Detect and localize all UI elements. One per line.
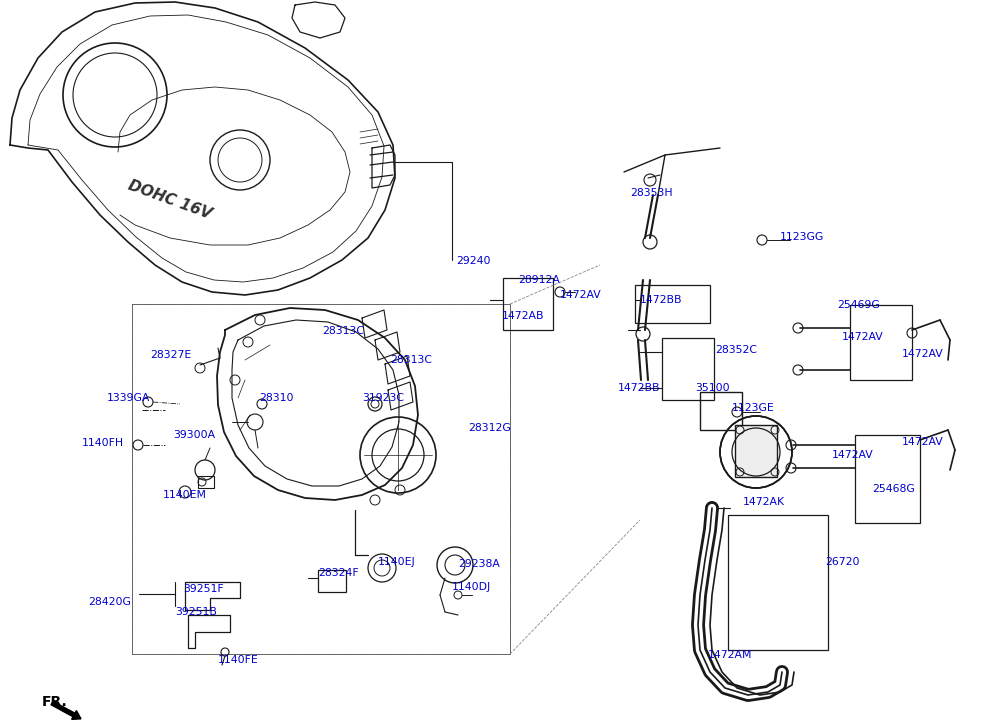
Text: 1472AV: 1472AV (832, 450, 873, 460)
Text: 25469G: 25469G (837, 300, 879, 310)
Bar (855, 435, 920, 523)
Text: 1472AV: 1472AV (902, 437, 944, 447)
Text: 28324F: 28324F (318, 568, 359, 578)
Text: 1472AV: 1472AV (842, 332, 883, 342)
Text: 28310: 28310 (259, 393, 293, 403)
Bar (700, 392, 742, 430)
Text: 1472AV: 1472AV (560, 290, 602, 300)
Text: 1140EJ: 1140EJ (378, 557, 416, 567)
Text: 1140FH: 1140FH (82, 438, 124, 448)
Bar (850, 305, 912, 380)
Bar (728, 515, 828, 650)
Text: FR.: FR. (42, 695, 68, 709)
Text: 29240: 29240 (456, 256, 490, 266)
Text: 1472AV: 1472AV (902, 349, 944, 359)
Text: 28312G: 28312G (468, 423, 511, 433)
Text: 28313C: 28313C (322, 326, 364, 336)
Bar (635, 285, 710, 323)
Text: 28353H: 28353H (630, 188, 673, 198)
Text: 35100: 35100 (695, 383, 729, 393)
Text: 39251B: 39251B (175, 607, 217, 617)
Text: 1140FE: 1140FE (218, 655, 259, 665)
FancyArrow shape (51, 702, 81, 720)
Text: 1472AB: 1472AB (502, 311, 544, 321)
Text: 1472BB: 1472BB (618, 383, 661, 393)
Bar (318, 570, 346, 592)
Text: 1472AM: 1472AM (708, 650, 753, 660)
Text: 1472AK: 1472AK (743, 497, 785, 507)
Text: 1140DJ: 1140DJ (452, 582, 491, 592)
Text: 28327E: 28327E (150, 350, 192, 360)
Text: 31923C: 31923C (362, 393, 404, 403)
Bar (503, 278, 553, 330)
Text: DOHC 16V: DOHC 16V (126, 178, 213, 222)
Bar (132, 304, 510, 654)
Bar (662, 338, 714, 400)
Text: 26720: 26720 (825, 557, 860, 567)
Text: 39300A: 39300A (173, 430, 215, 440)
Text: 28352C: 28352C (715, 345, 757, 355)
Text: 25468G: 25468G (872, 484, 915, 494)
Text: 29238A: 29238A (458, 559, 500, 569)
Text: 1140EM: 1140EM (163, 490, 207, 500)
Bar (132, 304, 510, 654)
Text: 28313C: 28313C (390, 355, 432, 365)
Text: 1123GG: 1123GG (780, 232, 824, 242)
Text: 39251F: 39251F (183, 584, 223, 594)
Bar (735, 425, 777, 477)
Text: 1123GE: 1123GE (732, 403, 775, 413)
Text: 1472BB: 1472BB (640, 295, 683, 305)
Text: 28912A: 28912A (518, 275, 560, 285)
Text: 28420G: 28420G (88, 597, 130, 607)
Text: 1339GA: 1339GA (107, 393, 150, 403)
Bar (198, 476, 214, 488)
